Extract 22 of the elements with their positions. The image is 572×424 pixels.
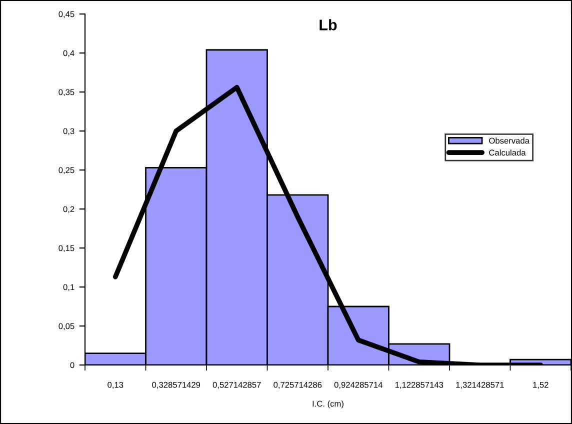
- y-tick-label: 0,25: [58, 167, 74, 174]
- y-tick-label: 0,05: [58, 323, 74, 330]
- x-tick-label: 1,52: [533, 382, 548, 389]
- y-tick-label: 0,45: [58, 11, 74, 18]
- legend-label: Observada: [489, 138, 530, 144]
- y-tick-label: 0,3: [63, 128, 74, 136]
- y-tick-label: 0,1: [63, 284, 74, 292]
- y-tick-label: 0: [70, 362, 74, 368]
- x-tick-label: 0,328571429: [152, 382, 200, 389]
- x-tick-label: 1,122857143: [395, 382, 444, 389]
- x-axis-title: I.C. (cm): [312, 400, 344, 408]
- x-tick-label: 0,13: [108, 382, 124, 389]
- y-tick-label: 0,4: [63, 50, 74, 58]
- y-tick-label: 0,2: [63, 206, 74, 214]
- chart-title: Lb: [320, 19, 337, 30]
- x-tick-label: 0,527142857: [212, 382, 261, 389]
- x-tick-label: 0,725714286: [274, 382, 322, 389]
- x-tick-label: 0,924285714: [334, 382, 382, 389]
- y-tick-label: 0,15: [58, 245, 74, 252]
- x-tick-label: 1,321428571: [456, 382, 504, 389]
- y-tick-label: 0,35: [58, 89, 74, 96]
- legend-label: Calculada: [489, 149, 526, 156]
